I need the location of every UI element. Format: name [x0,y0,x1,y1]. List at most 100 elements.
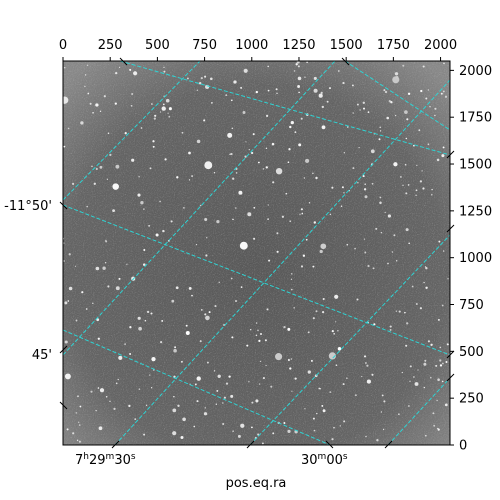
star [337,347,342,351]
star [154,114,157,117]
star [430,376,432,379]
star [437,427,439,430]
star [389,325,392,328]
star [232,177,235,180]
star [443,62,445,65]
star [386,116,390,120]
star [246,344,249,347]
star [390,101,393,104]
dec-label-1: -11°50' [4,199,52,214]
star [222,402,224,404]
star [131,92,134,96]
star [406,118,409,121]
star [231,127,233,129]
star [441,380,444,383]
star [78,424,81,426]
star [255,322,258,324]
star [409,365,412,368]
right-y-tick-label: 1000 [459,251,492,266]
star [356,298,359,301]
star [64,373,71,380]
star [346,243,349,246]
star [89,102,92,105]
star [155,233,159,237]
star [283,325,286,329]
star [255,399,259,403]
star [146,310,150,314]
star [423,362,427,366]
star [104,262,107,264]
star [161,319,164,322]
star [77,395,79,398]
star [144,319,147,322]
star [138,388,141,390]
star [150,387,153,389]
star [366,364,369,367]
star [76,439,79,441]
star [204,313,207,316]
star [67,300,70,302]
star [250,426,253,429]
star [320,243,327,250]
star [194,383,197,386]
star [64,301,68,305]
star [356,103,359,106]
star [131,158,135,162]
star [150,312,153,315]
star [363,238,366,240]
star [406,322,409,325]
star [250,329,252,331]
star [140,201,144,205]
star [329,213,332,216]
star [162,103,165,106]
star [63,145,66,148]
star [143,433,146,436]
star [305,158,310,163]
right-y-tick-label: 250 [459,392,484,407]
star [398,310,401,313]
star [79,405,82,408]
star [313,88,318,93]
star [371,182,374,185]
star [262,377,265,380]
star [188,151,191,155]
star [420,89,423,93]
star [442,146,445,149]
dec-tick-right-1 [446,150,455,159]
star [145,404,148,406]
star [379,196,382,199]
star [99,110,102,112]
star [115,286,120,291]
star [289,367,292,370]
star [341,186,344,189]
star [262,168,265,170]
star [232,218,234,221]
star [199,340,202,343]
star [183,207,185,209]
star [216,389,219,392]
star [304,76,306,78]
star [300,265,304,268]
star [137,316,141,320]
star [298,143,302,147]
star [218,281,220,283]
star [287,161,290,164]
star [203,119,206,122]
star [337,330,339,332]
star [370,149,375,154]
star [335,364,338,367]
star [234,207,237,209]
star [115,164,120,169]
star [363,355,367,358]
star [321,105,324,109]
star [151,356,156,362]
star [443,250,445,252]
star [247,212,252,217]
star [303,177,306,179]
star [326,100,329,103]
star [393,234,396,237]
star [232,430,234,432]
star [129,353,132,355]
star [92,302,94,305]
star [105,395,108,398]
